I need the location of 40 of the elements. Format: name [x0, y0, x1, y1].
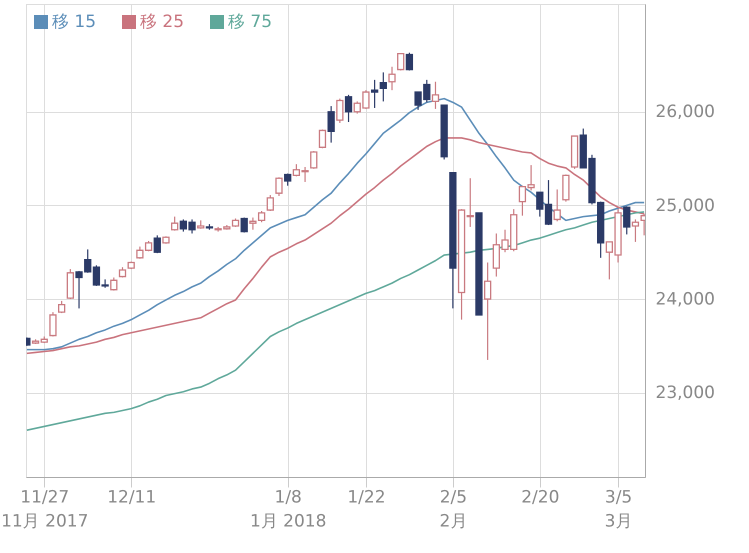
candlestick [275, 176, 283, 197]
candlestick [632, 218, 640, 243]
line-series [26, 137, 645, 354]
x-tick-label: 1/8 1月 2018 [250, 488, 326, 532]
x-tick-label: 11/27 11月 2017 [1, 488, 88, 532]
candlestick [380, 72, 387, 102]
x-tick-label: 3/5 3月 [604, 488, 632, 532]
y-tick-label: 26,000 [656, 102, 715, 122]
candlestick [266, 194, 274, 212]
legend-label: 移 25 [140, 12, 184, 32]
x-tick-label: 12/11 [107, 488, 156, 508]
x-tick-label: 1/22 [347, 488, 386, 508]
y-tick-label: 24,000 [656, 290, 715, 310]
candlestick [240, 216, 248, 234]
y-tick-label: 23,000 [656, 383, 715, 404]
candlestick [118, 266, 126, 278]
candlestick [171, 216, 178, 232]
candlestick [370, 79, 378, 109]
candlestick [310, 150, 318, 170]
candlestick [388, 66, 396, 91]
candlestick [554, 188, 561, 222]
y-tick-label: 25,000 [656, 196, 715, 216]
candlestick [344, 94, 352, 123]
candlestick [397, 52, 404, 72]
candlestick [154, 234, 161, 254]
candlestick [484, 262, 492, 361]
x-tick-label: 2/20 [521, 488, 560, 508]
candlestick [623, 206, 630, 236]
candlestick [432, 81, 440, 110]
candlestick [406, 52, 414, 72]
candlestick [49, 312, 57, 338]
legend-label: 移 75 [228, 12, 272, 32]
x-tick-label: 2/5 2月 [439, 488, 468, 532]
candlestick [58, 300, 66, 314]
candlestick [318, 128, 326, 149]
candlestick [328, 105, 335, 144]
candlestick [110, 276, 118, 292]
candlestick [284, 172, 292, 186]
legend-label: 移 15 [52, 12, 96, 32]
candlestick [336, 98, 344, 124]
